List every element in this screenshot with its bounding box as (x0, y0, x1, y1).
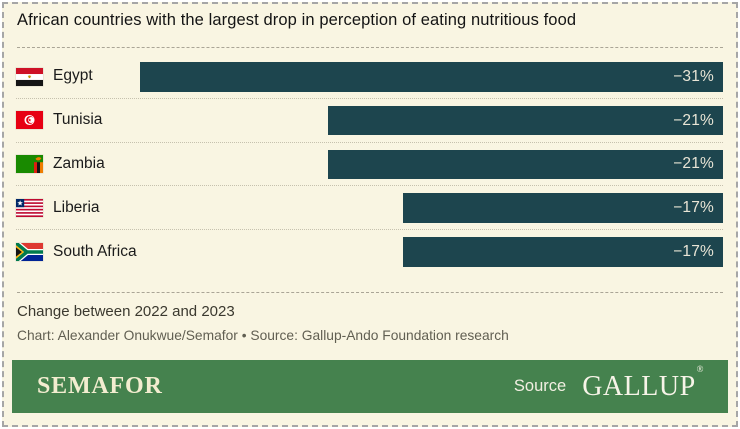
south-africa-flag-icon (16, 242, 43, 261)
country-label: Tunisia (53, 111, 103, 129)
bar-value-label: −21% (673, 111, 714, 129)
country-label: Egypt (53, 67, 93, 85)
tunisia-flag-icon (16, 111, 43, 130)
country-label: Liberia (53, 198, 100, 216)
gallup-wordmark: GALLUP (582, 370, 696, 402)
bar-chart: Egypt −31% Tunisia −21% (16, 55, 723, 274)
bar: −21% (328, 149, 723, 180)
gallup-logo: GALLUP® (582, 364, 703, 403)
bar-value-label: −17% (673, 199, 714, 217)
bar-value-label: −17% (673, 242, 714, 260)
notes-separator (17, 292, 723, 293)
chart-row: Tunisia −21% (16, 99, 723, 143)
title-separator (17, 47, 723, 48)
liberia-flag-icon (16, 198, 43, 217)
chart-credit: Chart: Alexander Onukwue/Semafor • Sourc… (17, 328, 509, 343)
country-label: Zambia (53, 154, 105, 172)
chart-row: Liberia −17% (16, 186, 723, 231)
bar: −31% (140, 62, 723, 92)
chart-row: Zambia −21% (16, 143, 723, 187)
bar-value-label: −31% (673, 67, 714, 85)
country-label: South Africa (53, 243, 137, 261)
source-attribution: Source GALLUP® (513, 364, 704, 403)
chart-note: Change between 2022 and 2023 (17, 303, 235, 320)
bar: −17% (403, 193, 723, 223)
bar: −17% (403, 237, 723, 267)
zambia-flag-icon (16, 155, 43, 174)
footer-bar: SEMAFOR Source GALLUP® (12, 360, 728, 413)
bar-value-label: −21% (673, 155, 714, 173)
egypt-flag-icon (16, 67, 43, 86)
chart-row: South Africa −17% (16, 230, 723, 274)
semafor-logo: SEMAFOR (37, 373, 163, 399)
bar: −21% (328, 105, 723, 136)
chart-title: African countries with the largest drop … (17, 11, 577, 29)
registered-mark: ® (696, 364, 704, 375)
chart-row: Egypt −31% (16, 55, 723, 99)
source-label: Source (513, 377, 567, 395)
